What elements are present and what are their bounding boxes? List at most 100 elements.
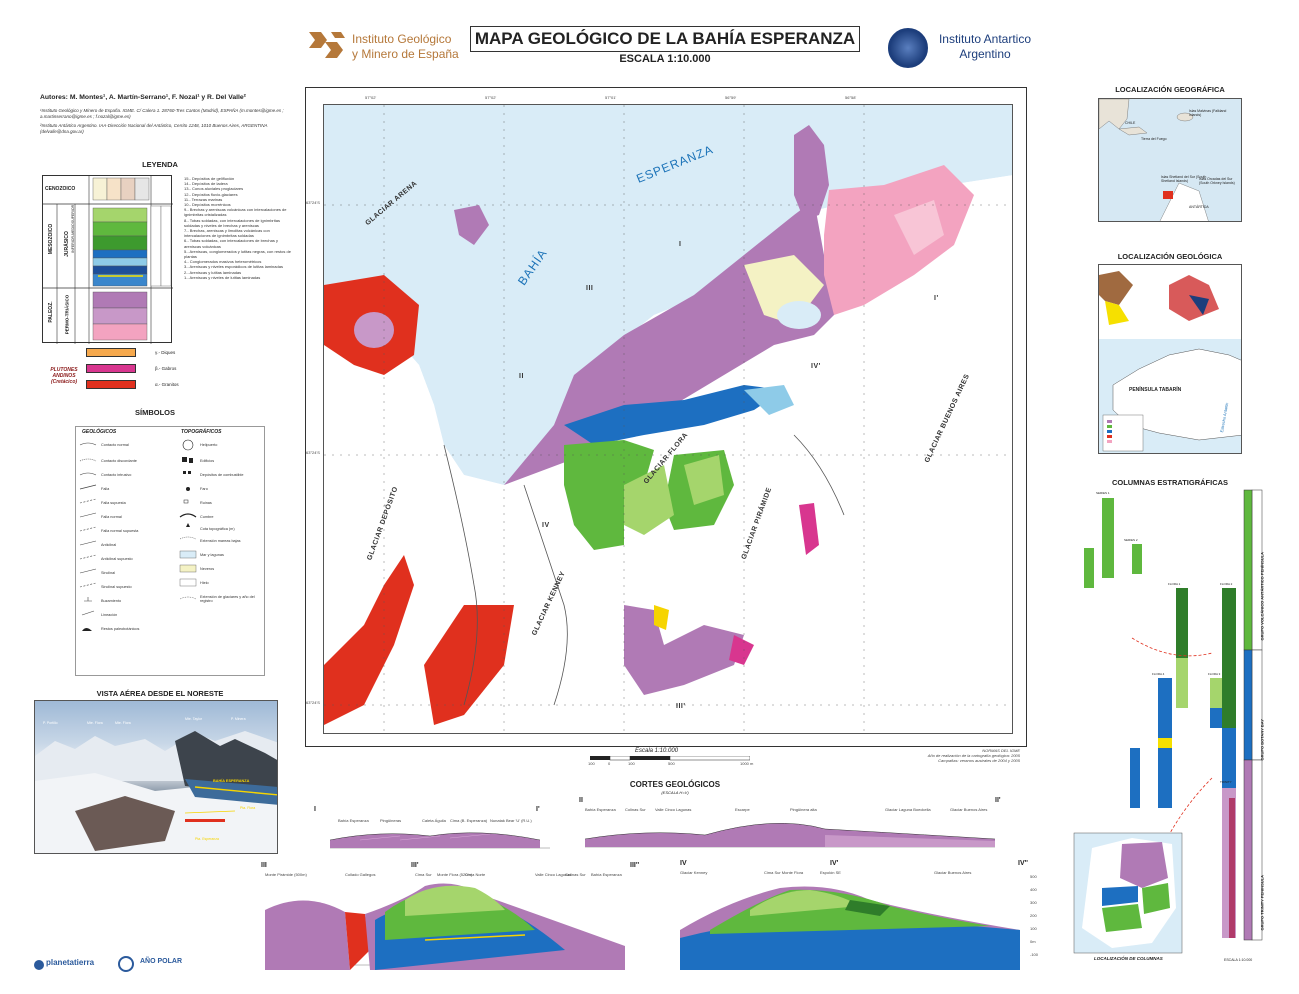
corte-label: Nunatak Bear 'U' (R.U.) <box>490 818 532 823</box>
corte-label: Colinas Sur <box>625 807 646 812</box>
loc-geologica-map: PENÍNSULA TABARÍN Estrecho Antartic <box>1098 264 1242 454</box>
corte-label: Monte Pirámide (500m) <box>265 872 307 877</box>
sym-contacto-intrusivo: Contacto intrusivo <box>101 473 132 477</box>
legend-table: CENOZOICO MESOZOICO PALEOZ. JURÁSICO PER… <box>42 175 173 344</box>
sym-contacto-normal: Contacto normal <box>101 443 129 447</box>
aerial-photo-image <box>35 731 277 853</box>
symbols-geologicos-title: GEOLÓGICOS <box>82 429 117 435</box>
geologic-map <box>324 105 1012 733</box>
sym-sinclinal: Sinclinal <box>101 571 116 575</box>
grid-label: 63°24'S <box>306 700 320 705</box>
corte-i: I I' Bahía Esperanza Pingüineras Caleta … <box>300 800 560 856</box>
sym-hielo: Hielo <box>200 581 209 585</box>
legend-era-paleozoico: PALEOZ. <box>48 301 54 323</box>
loc-geografica-title: LOCALIZACIÓN GEOGRÁFICA <box>1115 85 1225 94</box>
scale-tick: 500 <box>668 761 675 766</box>
corte-label: Bahía Esperanza <box>591 872 622 877</box>
sym-restos-paleobotanicos: Restos paleobotánicos <box>101 627 140 631</box>
legend-era-mesozoico: MESOZOICO <box>48 223 54 255</box>
y-tick: 500 <box>1030 874 1037 879</box>
legend-item: 1.- Areniscas y niveles de lutitas lamin… <box>184 274 261 280</box>
legend-item: 5.- Areniscas, conglomerados y lutitas n… <box>184 248 291 260</box>
grid-label: 56°58' <box>845 95 857 100</box>
authors: Autores: M. Montes¹, A. Martín-Serrano¹,… <box>40 94 246 101</box>
igme-logo <box>305 28 465 64</box>
columna-group: GRUPO BOTANY BAY <box>1259 719 1265 761</box>
legend-item: 13.- Conos aluviales proglaciares <box>184 186 244 192</box>
section-mark: III <box>586 285 594 292</box>
loc-geo-label: Islas Orcadas del Sur (South Orkney Isla… <box>1199 177 1235 185</box>
grid-label: 57°02' <box>485 95 497 100</box>
planeta-tierra-logo: planetatierra <box>46 958 95 967</box>
columna-name: FLORA 4 <box>1152 672 1165 676</box>
columna-group: GRUPO TRINITY PENINSULA <box>1259 875 1265 931</box>
loc-geo-label: Islas Malvinas (Falkland Islands) <box>1189 109 1227 117</box>
pluton-label-granitos: α.- Granitos <box>155 382 179 387</box>
legend-item: 15.- Depósitos de gelifluxión <box>184 176 235 181</box>
corte-i-end: I' <box>536 806 540 813</box>
pluton-label-gabros: β.- Gabros <box>155 366 177 371</box>
corte-label: Caleta Águila <box>422 818 446 823</box>
y-tick: 300 <box>1030 900 1037 905</box>
aerial-label: Pta. Esperanza <box>195 837 219 841</box>
columnas-loc-title: LOCALIZACIÓN DE COLUMNAS <box>1094 956 1163 961</box>
legend-item: 12.- Depósitos fluvio-glaciares <box>184 191 238 197</box>
loc-geo-label: CHILE <box>1125 121 1136 125</box>
legend-item: 8.- Tobas soldadas, con intercalaciones … <box>184 217 280 228</box>
corte-iii-start: III <box>261 862 267 869</box>
igme-logo-icon <box>309 32 345 58</box>
legend-item: 6.- Tobas soldadas, con intercalaciones … <box>184 238 278 249</box>
cortes-title: CORTES GEOLÓGICOS <box>629 780 721 789</box>
legend-item: 7.- Brechas, areniscas y limolitas volcá… <box>184 228 270 239</box>
sym-edificios: Edificios <box>200 459 215 463</box>
legend-item: 14.- Depósitos de ladera <box>184 181 228 187</box>
corte-ii-graphic <box>584 822 996 848</box>
loc-geo-label: ANTÁRTIDA <box>1189 205 1209 209</box>
corte-label: Cima (B. Esperanza) <box>450 818 488 823</box>
grid-label: 63°24'S <box>306 200 320 205</box>
section-mark: III' <box>676 703 686 710</box>
columna-name: FLORA 3 <box>1208 672 1221 676</box>
sym-falla-normal: Falla normal <box>101 515 122 519</box>
sym-helipuerto: Helipuerto <box>200 443 218 447</box>
sym-anticlinal: Anticlinal <box>101 543 117 547</box>
iaa-name: Instituto Antartico Argentino <box>930 32 1040 62</box>
sym-falla-supuesta: Falla supuesta <box>101 501 126 505</box>
sym-anticlinal-supuesto: Anticlinal supuesto <box>101 557 133 561</box>
iaa-name-line2: Argentino <box>959 47 1011 61</box>
loc-geografica-map: CHILE Tierra del Fuego Islas Malvinas (F… <box>1098 98 1242 222</box>
corte-label: Espolón SE <box>820 870 841 875</box>
legend-item: 3.- Areniscas y niveles esporádicos de l… <box>184 264 283 270</box>
aerial-label: P. Portillo <box>43 721 58 725</box>
affiliation-2: ²Instituto Antártico Argentino. IAA-Dire… <box>40 123 268 134</box>
corte-label: Cima Sur <box>415 872 432 877</box>
legend-period-permotriasico: PERMO-TRIÁSICO <box>64 294 70 335</box>
corte-iii-mid: III' <box>411 862 419 869</box>
y-tick: 200 <box>1030 913 1037 918</box>
sym-extension-glaciares: Extensión de glaciares y año del registr… <box>200 595 255 603</box>
ano-polar-icon <box>118 956 134 972</box>
section-mark: II <box>519 373 524 380</box>
corte-iii-graphic <box>265 883 625 970</box>
sym-depositos-combustible: Depósitos de combustible <box>200 473 244 477</box>
corte-label: Cima Norte <box>465 872 486 877</box>
columnas-title: COLUMNAS ESTRATIGRÁFICAS <box>1111 478 1229 487</box>
loc-geografica-image <box>1099 99 1209 221</box>
loc-geo-label: Islas Shetland del Sur (South Shetland I… <box>1161 175 1207 183</box>
symbols-topograficos-title: TOPOGRÁFICOS <box>181 429 222 435</box>
section-mark: IV' <box>811 363 821 370</box>
iaa-logo-icon <box>888 28 928 68</box>
corte-label: Colinas Sur <box>565 872 586 877</box>
aerial-label: P. Minera <box>231 717 246 721</box>
columna-name: FLORA 2 <box>1220 582 1233 586</box>
normas-line: NORMAS DEL IGME <box>982 748 1020 753</box>
columna-name: FLORA 1 <box>1168 582 1181 586</box>
pluton-label-diques: γ.- Diques <box>155 350 176 355</box>
scale-bar: Escala 1:10.000 100 0 100 500 1000 m <box>580 748 780 768</box>
aerial-title: VISTA AÉREA DESDE EL NORESTE <box>96 689 224 698</box>
corte-iv-end: IV'' <box>1018 860 1028 867</box>
legend-item: 4.- Conglomerados masivos heterométricos <box>184 259 262 265</box>
corte-iii: III III' III'' Monte Pirámide (500m) Col… <box>225 860 655 978</box>
loc-geo-label: Tierra del Fuego <box>1141 137 1167 141</box>
columna-name: SERIES 2 <box>1124 538 1138 542</box>
